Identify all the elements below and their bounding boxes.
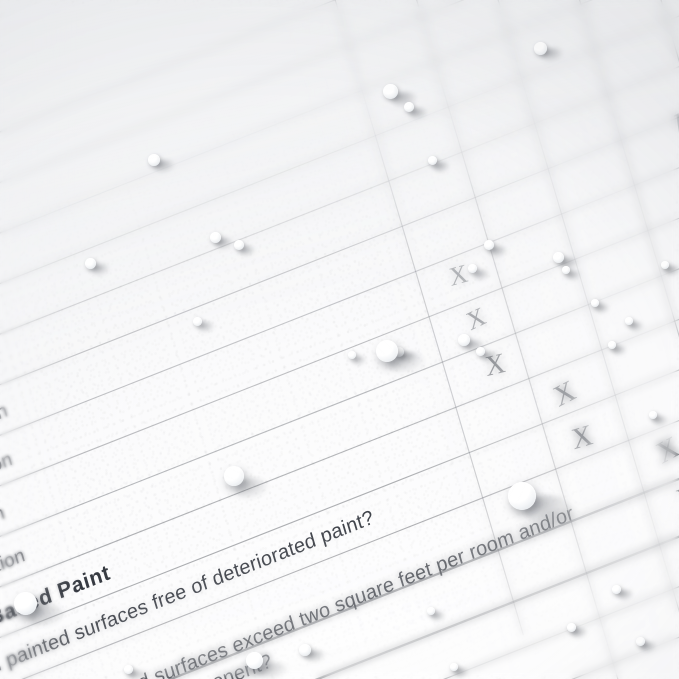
water-droplet bbox=[636, 637, 645, 646]
droplet-shadow bbox=[216, 238, 234, 250]
row-rule bbox=[0, 0, 679, 367]
water-droplet bbox=[567, 623, 576, 632]
checkbox-x-mark[interactable]: X bbox=[568, 417, 596, 457]
droplet-shadow bbox=[353, 356, 367, 366]
droplet-shadow bbox=[666, 266, 679, 276]
water-droplet bbox=[404, 102, 414, 112]
droplet-shadow bbox=[434, 162, 450, 173]
water-droplet bbox=[476, 347, 485, 356]
droplet-shadow bbox=[572, 628, 588, 639]
droplet-shadow bbox=[92, 264, 110, 276]
droplet-shadow bbox=[199, 322, 215, 333]
water-droplet bbox=[553, 252, 564, 263]
water-droplet bbox=[428, 156, 437, 165]
droplet-shadow bbox=[455, 668, 469, 678]
checkbox-x-mark[interactable]: X bbox=[462, 301, 490, 336]
water-droplet bbox=[85, 258, 96, 269]
water-droplet-large bbox=[246, 652, 263, 669]
droplet-shadow bbox=[129, 670, 145, 679]
water-droplet bbox=[124, 665, 133, 674]
water-droplet bbox=[625, 317, 633, 325]
water-droplet bbox=[193, 317, 202, 326]
water-droplet bbox=[450, 663, 458, 671]
water-droplet bbox=[534, 42, 547, 55]
row-rule bbox=[0, 115, 679, 548]
water-droplet-large bbox=[376, 340, 398, 362]
droplet-shadow bbox=[542, 48, 564, 62]
water-droplet bbox=[591, 299, 599, 307]
row-rule bbox=[0, 0, 679, 412]
droplet-shadow bbox=[613, 346, 627, 356]
water-droplet bbox=[234, 240, 244, 250]
droplet-shadow bbox=[618, 590, 634, 601]
droplet-shadow bbox=[432, 612, 446, 622]
water-droplet bbox=[649, 411, 657, 419]
column-rule bbox=[546, 0, 679, 679]
water-droplet bbox=[210, 232, 221, 243]
water-droplet bbox=[484, 240, 494, 250]
water-droplet bbox=[468, 264, 477, 273]
droplet-shadow bbox=[490, 246, 508, 258]
droplet-shadow bbox=[567, 271, 581, 281]
water-droplet bbox=[383, 84, 398, 99]
handwritten-note: lex - w bbox=[669, 73, 679, 145]
droplet-shadow bbox=[155, 160, 175, 173]
droplet-shadow bbox=[410, 108, 428, 120]
water-droplet bbox=[148, 154, 160, 166]
water-droplet bbox=[661, 261, 669, 269]
droplet-shadow bbox=[306, 650, 326, 663]
droplet-shadow bbox=[474, 270, 490, 281]
water-droplet bbox=[612, 585, 621, 594]
droplet-shadow bbox=[630, 322, 644, 332]
column-rule bbox=[623, 0, 679, 679]
droplet-shadow bbox=[641, 642, 657, 653]
row-rule bbox=[0, 24, 679, 457]
water-droplet-large bbox=[14, 592, 37, 615]
water-droplet bbox=[458, 334, 470, 346]
checkbox-x-mark[interactable]: X bbox=[672, 477, 679, 518]
row-rule bbox=[0, 0, 679, 231]
droplet-shadow bbox=[596, 304, 610, 314]
droplet-shadow bbox=[240, 246, 256, 257]
water-droplet bbox=[427, 607, 435, 615]
droplet-shadow bbox=[236, 478, 270, 500]
water-droplet bbox=[562, 266, 570, 274]
checkbox-x-mark[interactable]: X bbox=[548, 373, 581, 414]
water-droplet bbox=[299, 644, 311, 656]
droplet-shadow bbox=[482, 352, 498, 363]
droplet-shadow bbox=[654, 416, 668, 426]
water-droplet bbox=[608, 341, 616, 349]
row-rule bbox=[0, 0, 679, 276]
water-droplet bbox=[394, 347, 404, 357]
droplet-shadow bbox=[400, 352, 418, 363]
droplet-shadow bbox=[259, 662, 289, 679]
checkbox-x-mark[interactable]: X bbox=[651, 429, 679, 471]
water-droplet bbox=[348, 351, 356, 359]
water-droplet-large bbox=[508, 482, 536, 510]
checkbox-x-mark[interactable]: X bbox=[446, 258, 470, 292]
droplet-shadow bbox=[388, 352, 426, 374]
water-droplet-large bbox=[224, 466, 244, 486]
